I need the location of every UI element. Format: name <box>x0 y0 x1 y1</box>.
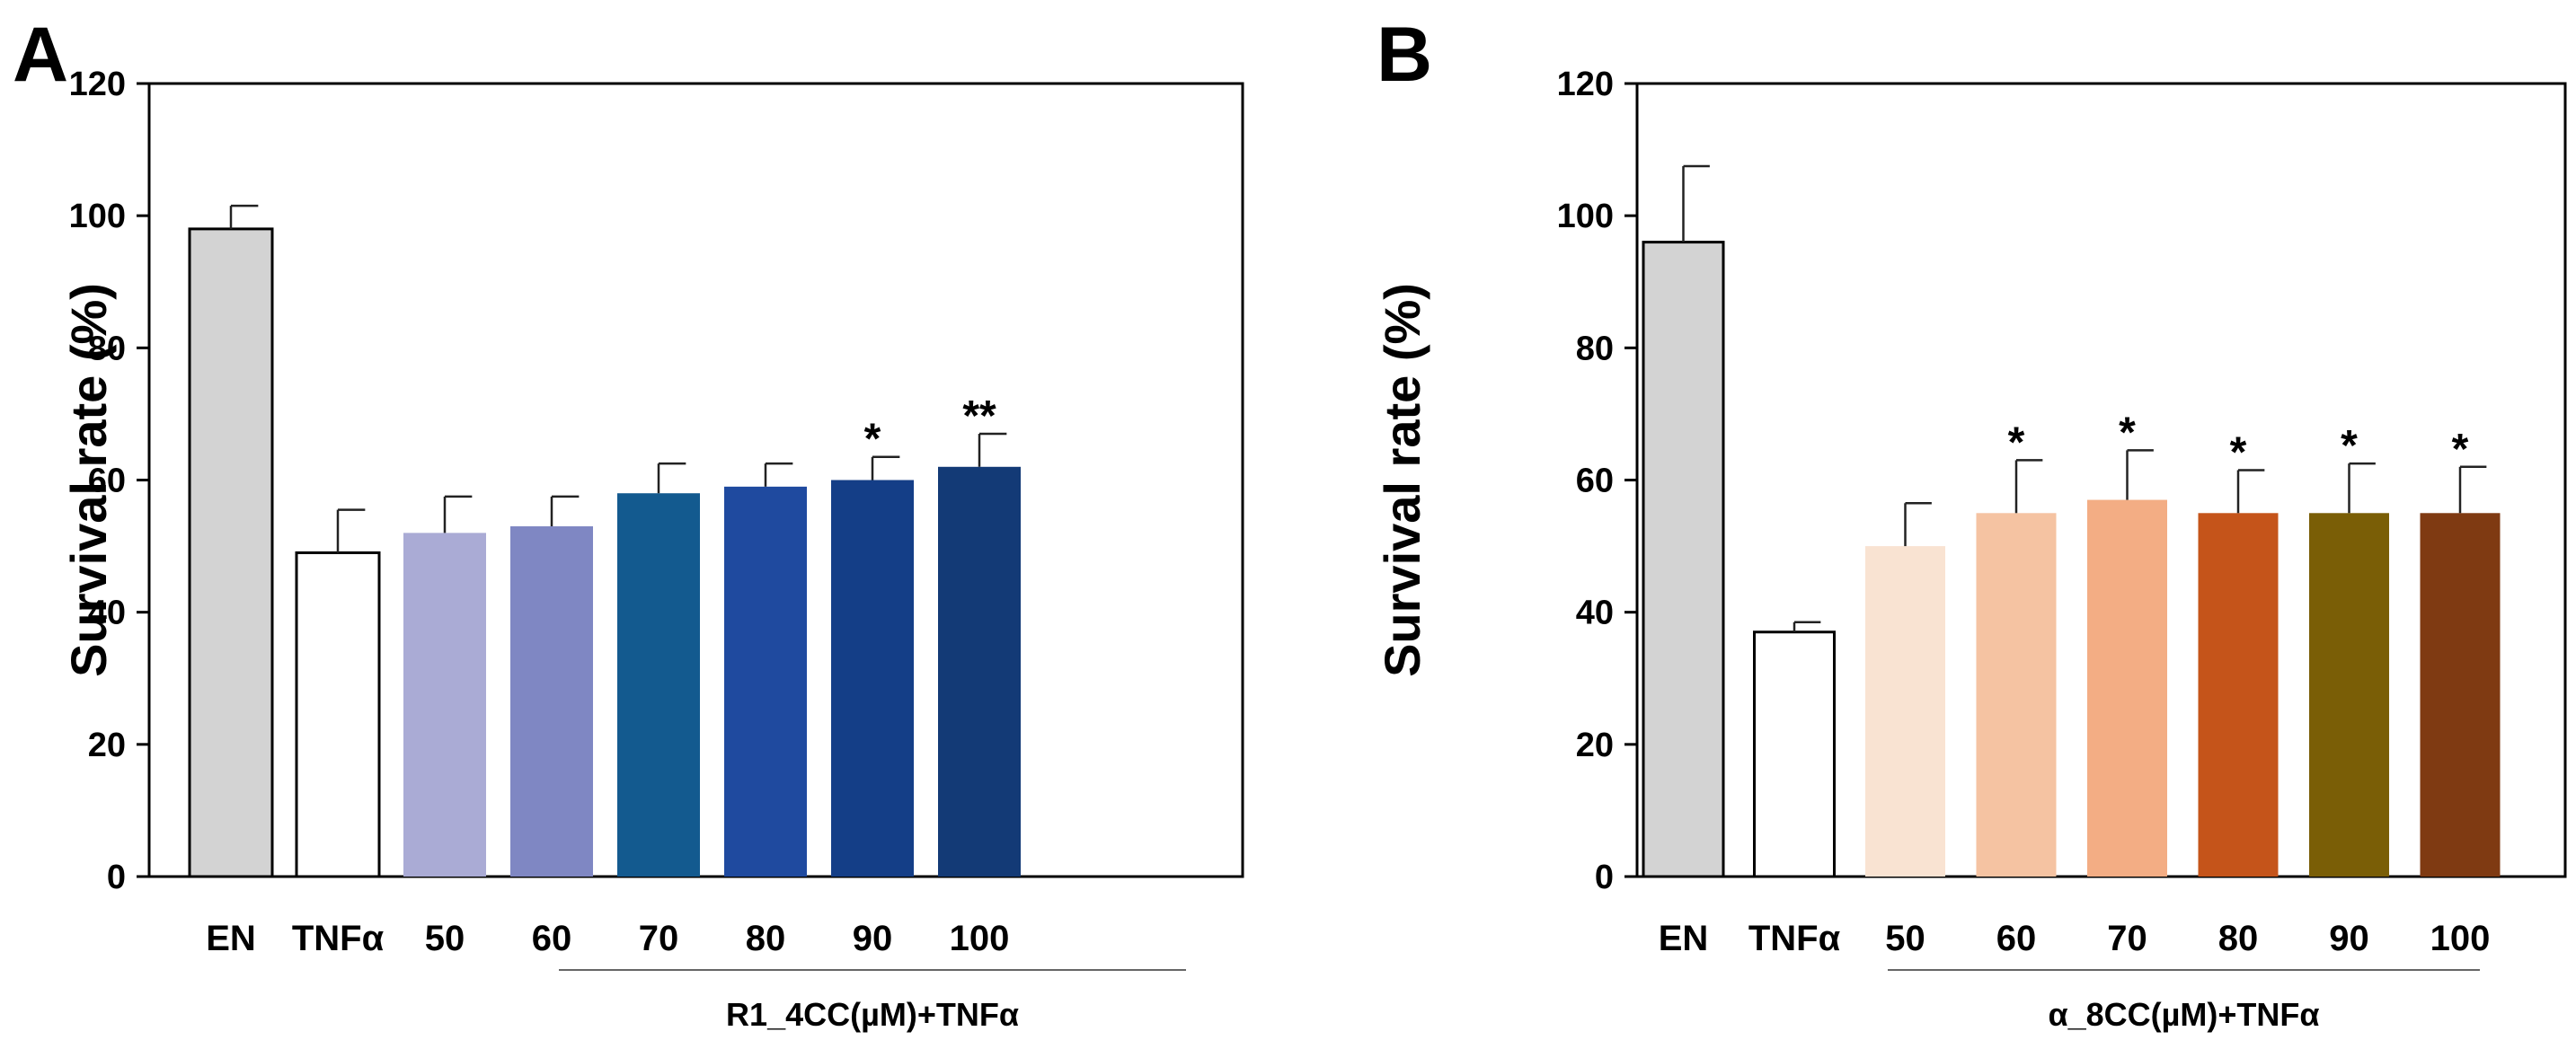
bar <box>295 551 381 878</box>
y-tick-label: 60 <box>1576 463 1614 500</box>
y-tick-label: 120 <box>69 66 126 103</box>
y-tick-label: 20 <box>88 727 126 764</box>
y-tick-label: 20 <box>1576 727 1614 764</box>
bar <box>2087 499 2167 877</box>
significance-mark: * <box>2119 409 2136 456</box>
x-tick-label: 70 <box>2107 919 2147 958</box>
x-tick-label: 60 <box>1996 919 2037 958</box>
x-tick-label: EN <box>1659 919 1709 958</box>
bar <box>831 480 914 877</box>
y-tick-label: 80 <box>88 330 126 367</box>
bar <box>188 227 274 878</box>
y-tick-label: 120 <box>1557 66 1614 103</box>
y-tick-label: 100 <box>1557 198 1614 235</box>
x-tick-label: 100 <box>950 919 1010 958</box>
x-tick-label: 90 <box>853 919 893 958</box>
y-tick-label: 60 <box>88 463 126 500</box>
bar <box>2198 513 2279 877</box>
y-tick-label: 40 <box>88 595 126 632</box>
panel-a-chart: A 0 20 40 60 80 100 120 Survival rate (%) EN TNFα 5… <box>13 12 1244 1033</box>
y-axis-title: Survival rate (%) <box>1374 283 1430 677</box>
panel-b-chart: B 0 20 40 60 80 100 120 Survival rate (%) EN TNFα 5… <box>1374 12 2567 1033</box>
bar <box>403 533 486 877</box>
panel-label: B <box>1377 12 1432 98</box>
bar <box>2309 513 2389 877</box>
bar <box>1642 241 1725 878</box>
bar <box>938 466 1021 877</box>
bar <box>1865 546 1945 877</box>
x-tick-label: TNFα <box>292 919 385 958</box>
significance-mark: * <box>864 416 881 463</box>
x-tick-label: 50 <box>425 919 465 958</box>
x-tick-label: 100 <box>2430 919 2491 958</box>
x-tick-label: TNFα <box>1748 919 1841 958</box>
x-tick-label: 60 <box>532 919 572 958</box>
y-tick-label: 100 <box>69 198 126 235</box>
bar <box>510 526 593 877</box>
significance-mark: * <box>2452 426 2469 473</box>
significance-mark: * <box>2230 428 2247 476</box>
y-tick-label: 0 <box>1595 859 1614 896</box>
y-tick-label: 40 <box>1576 595 1614 632</box>
panel-label: A <box>13 12 68 98</box>
y-axis-title: Survival rate (%) <box>60 283 117 677</box>
x-tick-label: 80 <box>2218 919 2259 958</box>
bar <box>2420 513 2501 877</box>
significance-mark: * <box>2341 422 2358 470</box>
x-tick-label: 50 <box>1885 919 1925 958</box>
bar <box>724 486 807 877</box>
group-label: α_8CC(µM)+TNFα <box>2048 996 2319 1033</box>
group-label: R1_4CC(µM)+TNFα <box>726 996 1019 1033</box>
x-tick-label: 90 <box>2329 919 2369 958</box>
bar <box>1976 513 2057 877</box>
y-tick-label: 0 <box>107 859 126 896</box>
bar <box>1753 630 1836 878</box>
significance-mark: ** <box>962 392 996 440</box>
bar <box>617 493 700 877</box>
x-tick-label: 70 <box>639 919 679 958</box>
x-tick-label: 80 <box>746 919 786 958</box>
y-tick-label: 80 <box>1576 330 1614 367</box>
x-tick-label: EN <box>206 919 256 958</box>
significance-mark: * <box>2008 419 2025 466</box>
